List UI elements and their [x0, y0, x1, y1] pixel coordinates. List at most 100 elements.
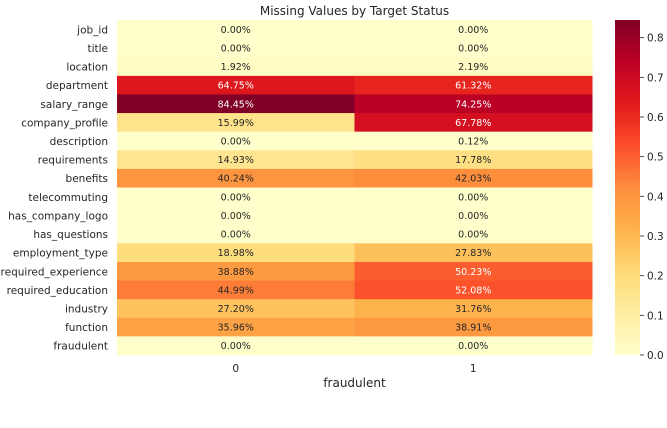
cell-annotation: 44.99% [218, 285, 254, 296]
cell-annotation: 2.19% [458, 62, 488, 73]
cell-annotation: 50.23% [455, 267, 491, 278]
heatmap-cell [354, 75, 593, 95]
heatmap-cell [354, 168, 593, 188]
heatmap-cell [117, 299, 355, 319]
cell-annotation: 0.00% [221, 230, 251, 241]
colorbar-tick-label: 0.8 [647, 33, 664, 45]
cell-annotation: 38.91% [455, 323, 491, 334]
y-tick-label: required_experience [1, 266, 108, 278]
y-tick-label: has_questions [33, 229, 108, 241]
heatmap-cell [117, 131, 355, 151]
cell-annotation: 31.76% [455, 304, 491, 315]
cell-annotation: 0.00% [221, 136, 251, 147]
y-tick-label: has_company_logo [8, 210, 108, 222]
colorbar-tick-label: 0.4 [647, 191, 664, 203]
cell-annotation: 0.00% [221, 25, 251, 36]
heatmap-cell [354, 57, 593, 77]
heatmap-cell [354, 243, 593, 263]
cell-annotation: 0.00% [221, 211, 251, 222]
colorbar-tick-label: 0.7 [647, 72, 664, 84]
chart-title: Missing Values by Target Status [260, 4, 449, 18]
cell-annotation: 61.32% [455, 81, 491, 92]
y-tick-label: title [87, 43, 108, 55]
cell-annotation: 0.00% [221, 341, 251, 352]
cell-annotation: 1.92% [221, 62, 251, 73]
heatmap-cell [117, 20, 355, 40]
heatmap-cell [117, 38, 355, 58]
cell-annotation: 0.12% [458, 136, 488, 147]
heatmap-cells: 0.00% 0.00% 0.00% 0.00% 1.92% 2.19% 64.75% 61.3… [117, 20, 593, 356]
colorbar-tick-label: 0.2 [647, 271, 664, 283]
cell-annotation: 64.75% [218, 81, 254, 92]
y-tick-label: employment_type [13, 248, 108, 260]
cell-annotation: 18.98% [218, 248, 254, 259]
heatmap-cell [354, 131, 593, 151]
heatmap-cell [117, 57, 355, 77]
cell-annotation: 14.93% [218, 155, 254, 166]
x-tick-label: 0 [232, 363, 239, 375]
cell-annotation: 38.88% [218, 267, 254, 278]
heatmap-cell [354, 280, 593, 300]
heatmap-cell [117, 150, 355, 170]
heatmap-cell [354, 317, 593, 337]
y-tick-label: job_id [76, 24, 108, 36]
colorbar-tick-label: 0.0 [647, 350, 664, 362]
heatmap-cell [117, 261, 355, 282]
y-tick-label: company_profile [21, 117, 108, 129]
cell-annotation: 27.83% [455, 248, 491, 259]
heatmap-cell [354, 187, 593, 207]
cell-annotation: 15.99% [218, 118, 254, 129]
y-tick-label: telecommuting [28, 192, 108, 204]
heatmap-cell [117, 187, 355, 207]
heatmap-cell [117, 280, 355, 300]
y-tick-label: department [46, 80, 108, 92]
heatmap-cell [117, 243, 355, 263]
heatmap-cell [354, 150, 593, 170]
cell-annotation: 0.00% [221, 43, 251, 54]
cell-annotation: 0.00% [458, 25, 488, 36]
heatmap-cell [117, 336, 355, 356]
cell-annotation: 0.00% [458, 43, 488, 54]
cell-annotation: 0.00% [458, 230, 488, 241]
heatmap-cell [354, 20, 593, 40]
cell-annotation: 0.00% [221, 192, 251, 203]
heatmap-cell [117, 224, 355, 244]
cell-annotation: 0.00% [458, 341, 488, 352]
y-tick-label: description [50, 136, 108, 148]
colorbar [615, 20, 640, 355]
y-tick-label: benefits [66, 173, 108, 185]
heatmap-cell [117, 206, 355, 226]
colorbar-tick-label: 0.5 [647, 152, 664, 164]
heatmap-cell [354, 94, 593, 114]
y-tick-label: required_education [7, 285, 108, 297]
cell-annotation: 84.45% [218, 99, 254, 110]
heatmap-cell [117, 94, 355, 114]
y-tick-label: fraudulent [53, 341, 108, 353]
y-tick-label: requirements [38, 155, 108, 167]
cell-annotation: 74.25% [455, 99, 491, 110]
colorbar-tick-label: 0.3 [647, 231, 664, 243]
cell-annotation: 0.00% [458, 211, 488, 222]
cell-annotation: 42.03% [455, 174, 491, 185]
heatmap-cell [117, 75, 355, 95]
heatmap-cell [354, 299, 593, 319]
x-axis-label: fraudulent [323, 376, 386, 390]
heatmap-cell [354, 38, 593, 58]
cell-annotation: 17.78% [455, 155, 491, 166]
heatmap-cell [354, 336, 593, 356]
colorbar-tick-label: 0.6 [647, 112, 664, 124]
x-tick-label: 1 [470, 363, 477, 375]
colorbar-ticks: 0.0 0.1 0.2 0.3 0.4 0.5 0.6 0.7 0.8 [640, 33, 664, 362]
colorbar-tick-label: 0.1 [647, 310, 664, 322]
y-tick-label: salary_range [40, 99, 108, 111]
y-tick-label: industry [65, 303, 108, 315]
cell-annotation: 35.96% [218, 323, 254, 334]
y-tick-label: location [66, 62, 108, 74]
heatmap-cell [117, 168, 355, 188]
cell-annotation: 0.00% [458, 192, 488, 203]
y-tick-label: function [65, 322, 108, 334]
heatmap-cell [354, 113, 593, 133]
